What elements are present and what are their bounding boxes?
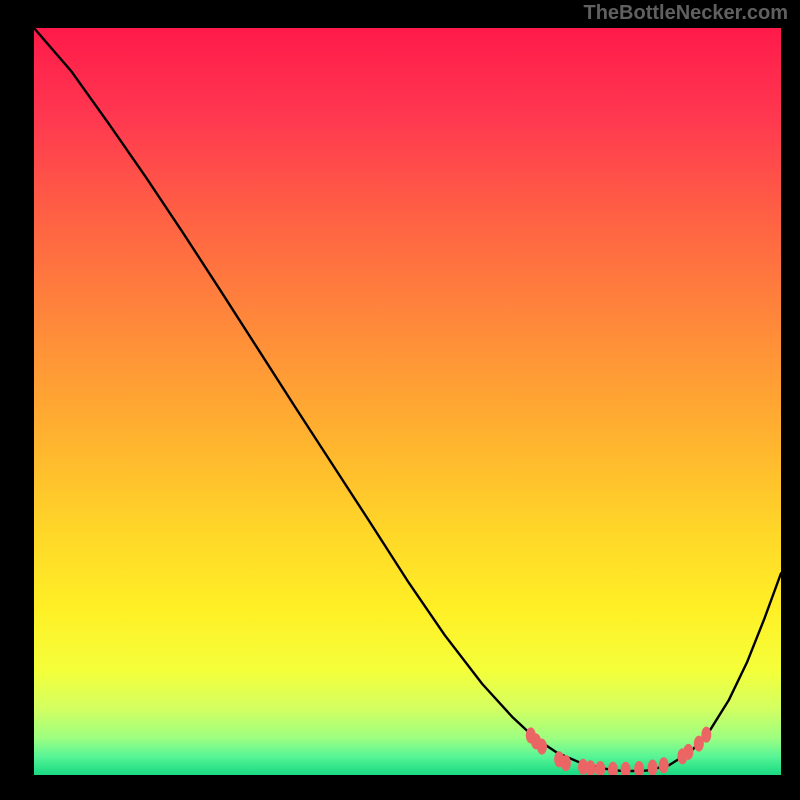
curve-marker: [634, 761, 644, 775]
curve-marker: [608, 762, 618, 775]
plot-area: [34, 28, 781, 775]
curve-marker: [683, 744, 693, 760]
curve-marker: [648, 760, 658, 775]
watermark-text: TheBottleNecker.com: [583, 2, 788, 25]
curve-marker: [659, 757, 669, 773]
curve-marker: [701, 727, 711, 743]
curve-marker: [621, 762, 631, 775]
bottleneck-curve: [34, 28, 781, 771]
curve-marker: [595, 761, 605, 775]
curve-marker: [537, 739, 547, 755]
curve-layer: [34, 28, 781, 775]
curve-marker: [561, 755, 571, 771]
canvas: TheBottleNecker.com: [0, 0, 800, 800]
